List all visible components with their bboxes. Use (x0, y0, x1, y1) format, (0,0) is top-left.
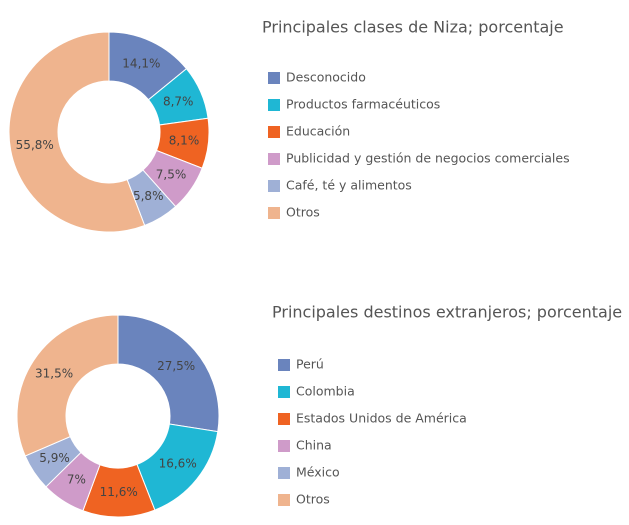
legend-label: Productos farmacéuticos (286, 97, 440, 112)
legend-swatch (268, 180, 280, 192)
legend-swatch (278, 440, 290, 452)
legend-swatch (278, 413, 290, 425)
legend-swatch (278, 467, 290, 479)
value-label: 27,5% (157, 359, 195, 373)
legend-label: Café, té y alimentos (286, 178, 412, 193)
legend-swatch (268, 126, 280, 138)
slice (117, 314, 220, 433)
legend-swatch (278, 386, 290, 398)
value-label: 14,1% (122, 56, 160, 70)
value-label: 8,7% (163, 94, 194, 108)
legend-label: México (296, 465, 340, 480)
legend-label: Publicidad y gestión de negocios comerci… (286, 151, 570, 166)
legend-label: Otros (286, 205, 320, 220)
legend-swatch (268, 99, 280, 111)
legend-label: Otros (296, 492, 330, 507)
legend-label: Perú (296, 357, 324, 372)
slice (16, 314, 119, 457)
value-label: 5,9% (39, 451, 70, 465)
legend-swatch (268, 153, 280, 165)
legend-label: Estados Unidos de América (296, 411, 467, 426)
legend-label: China (296, 438, 332, 453)
value-label: 16,6% (159, 456, 197, 470)
legend-swatch (268, 72, 280, 84)
value-label: 7% (67, 473, 86, 487)
chart-title: Principales destinos extranjeros; porcen… (272, 303, 622, 322)
legend-label: Educación (286, 124, 350, 139)
value-label: 7,5% (156, 168, 187, 182)
slice (8, 31, 146, 233)
legend-label: Colombia (296, 384, 355, 399)
value-label: 31,5% (35, 366, 73, 380)
value-label: 11,6% (100, 485, 138, 499)
chart-title: Principales clases de Niza; porcentaje (262, 18, 564, 37)
legend-swatch (278, 359, 290, 371)
value-label: 5,8% (133, 189, 164, 203)
legend-swatch (278, 494, 290, 506)
value-label: 55,8% (16, 138, 54, 152)
legend-swatch (268, 207, 280, 219)
value-label: 8,1% (169, 133, 200, 147)
legend-label: Desconocido (286, 70, 366, 85)
